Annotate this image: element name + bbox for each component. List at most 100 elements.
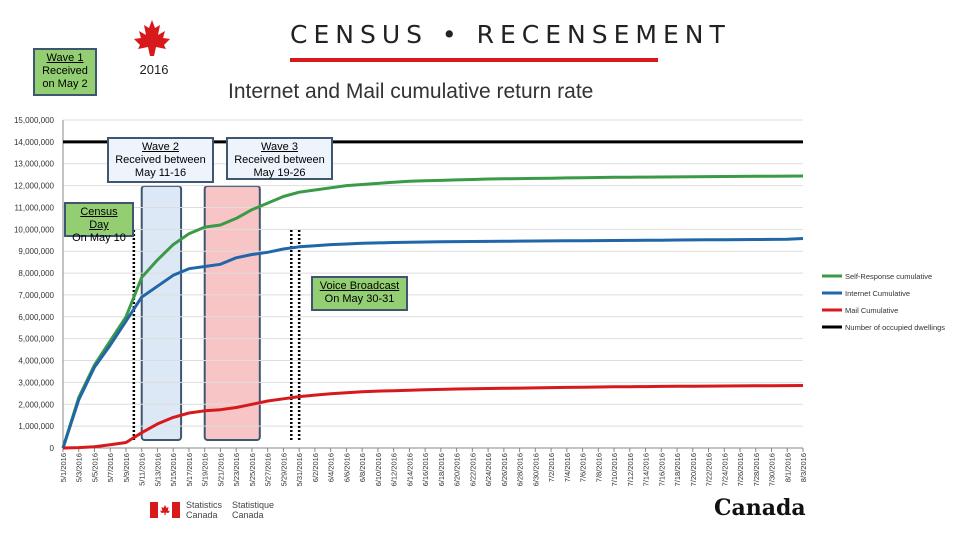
x-tick-label: 5/15/2016: [169, 453, 178, 486]
x-tick-label: 8/3/2016: [799, 453, 808, 482]
x-tick-label: 5/17/2016: [185, 453, 194, 486]
x-tick-label: 5/9/2016: [122, 453, 131, 482]
y-tick-label: 5,000,000: [18, 335, 54, 344]
y-tick-label: 14,000,000: [14, 138, 55, 147]
wave2-callout-line: May 11-16: [134, 167, 187, 179]
x-tick-label: 5/1/2016: [59, 453, 68, 482]
statistique-canada-fr: Statistique: [232, 500, 275, 510]
census-day-callout-line: Census Day: [80, 206, 118, 231]
x-tick-label: 5/11/2016: [138, 453, 147, 486]
statistics-canada-en-2: Canada: [186, 510, 218, 520]
series-line-self_response: [61, 174, 804, 449]
wave1-callout-line: Wave 1: [46, 52, 84, 64]
wave-band: [140, 185, 183, 441]
x-tick-label: 7/18/2016: [673, 453, 682, 486]
x-tick-label: 7/22/2016: [705, 453, 714, 486]
x-tick-label: 6/10/2016: [374, 453, 383, 486]
x-tick-label: 6/18/2016: [437, 453, 446, 486]
x-tick-label: 6/6/2016: [342, 453, 351, 482]
x-tick-label: 5/13/2016: [153, 453, 162, 486]
legend-label: Internet Cumulative: [845, 289, 910, 298]
y-tick-label: 0: [50, 444, 55, 453]
wave2-callout-line: Wave 2: [142, 141, 179, 153]
y-tick-label: 3,000,000: [18, 378, 54, 387]
voice-broadcast-callout: Voice Broadcast On May 30-31: [311, 276, 408, 311]
wave-band: [203, 185, 261, 441]
wave2-callout: Wave 2 Received between May 11-16: [107, 137, 214, 183]
legend-label: Number of occupied dwellings: [845, 323, 945, 332]
x-tick-label: 7/6/2016: [579, 453, 588, 482]
statistique-canada-fr-2: Canada: [232, 510, 264, 520]
x-tick-label: 7/2/2016: [547, 453, 556, 482]
x-tick-label: 6/22/2016: [468, 453, 477, 486]
series-lines: [61, 140, 804, 450]
y-tick-label: 13,000,000: [14, 160, 55, 169]
wave1-callout-line: on May 2: [42, 78, 88, 90]
x-tick-label: 7/12/2016: [626, 453, 635, 486]
x-tick-label: 5/7/2016: [106, 453, 115, 482]
x-tick-label: 6/12/2016: [390, 453, 399, 486]
y-tick-label: 7,000,000: [18, 291, 54, 300]
x-tick-label: 6/30/2016: [531, 453, 540, 486]
x-tick-label: 5/31/2016: [295, 453, 304, 486]
event-markers: [132, 230, 301, 440]
y-tick-label: 2,000,000: [18, 400, 54, 409]
x-tick-label: 5/21/2016: [216, 453, 225, 486]
x-tick-label: 6/26/2016: [500, 453, 509, 486]
x-tick-label: 5/3/2016: [75, 453, 84, 482]
x-tick-label: 8/1/2016: [783, 453, 792, 482]
x-tick-label: 6/20/2016: [453, 453, 462, 486]
x-tick-label: 5/5/2016: [90, 453, 99, 482]
x-tick-label: 7/4/2016: [563, 453, 572, 482]
y-tick-label: 6,000,000: [18, 313, 54, 322]
census-title: CENSUS • RECENSEMENT: [290, 20, 731, 49]
canada-flag-icon: [150, 502, 180, 518]
wave2-callout-line: Received between: [115, 154, 206, 166]
x-tick-label: 6/16/2016: [421, 453, 430, 486]
x-tick-label: 7/24/2016: [720, 453, 729, 486]
wave-bands: [140, 185, 261, 441]
x-tick-label: 7/14/2016: [642, 453, 651, 486]
legend: Self-Response cumulative Internet Cumulat…: [822, 272, 945, 332]
x-tick-label: 6/2/2016: [311, 453, 320, 482]
wave3-callout-line: May 19-26: [253, 167, 306, 179]
y-tick-label: 1,000,000: [18, 422, 54, 431]
x-tick-label: 7/28/2016: [752, 453, 761, 486]
x-tick-label: 7/16/2016: [657, 453, 666, 486]
y-tick-label: 9,000,000: [18, 247, 54, 256]
x-tick-label: 7/8/2016: [594, 453, 603, 482]
voice-broadcast-callout-line: On May 30-31: [324, 293, 395, 305]
x-tick-label: 6/24/2016: [484, 453, 493, 486]
wave3-callout-line: Received between: [234, 154, 325, 166]
x-tick-label: 7/26/2016: [736, 453, 745, 486]
x-tick-label: 7/10/2016: [610, 453, 619, 486]
x-tick-label: 5/25/2016: [248, 453, 257, 486]
x-tick-label: 7/20/2016: [689, 453, 698, 486]
wave3-callout: Wave 3 Received between May 19-26: [226, 137, 333, 180]
census-year: 2016: [139, 62, 169, 77]
x-tick-label: 6/4/2016: [327, 453, 336, 482]
y-tick-label: 10,000,000: [14, 225, 55, 234]
chart-title: Internet and Mail cumulative return rate: [228, 80, 594, 103]
x-tick-label: 7/30/2016: [768, 453, 777, 486]
census-title-underline: [290, 58, 658, 62]
x-tick-label: 6/14/2016: [405, 453, 414, 486]
canada-wordmark: Canada: [714, 495, 806, 521]
y-tick-label: 11,000,000: [15, 203, 55, 212]
legend-label: Self-Response cumulative: [845, 272, 932, 281]
wave1-callout-line: Received: [42, 65, 88, 77]
x-tick-label: 6/8/2016: [358, 453, 367, 482]
series-line-mail: [62, 384, 804, 450]
statistics-canada-en: Statistics: [186, 500, 223, 510]
x-tick-label: 6/28/2016: [516, 453, 525, 486]
voice-broadcast-callout-line: Voice Broadcast: [319, 280, 400, 292]
census-day-callout: Census Day On May 10: [64, 202, 134, 244]
x-tick-label: 5/23/2016: [232, 453, 241, 486]
y-tick-label: 12,000,000: [14, 182, 55, 191]
legend-label: Mail Cumulative: [845, 306, 898, 315]
x-tick-label: 5/27/2016: [264, 453, 273, 486]
wave3-callout-line: Wave 3: [261, 141, 298, 153]
wave1-callout: Wave 1 Received on May 2: [33, 48, 97, 96]
y-tick-label: 8,000,000: [18, 269, 54, 278]
